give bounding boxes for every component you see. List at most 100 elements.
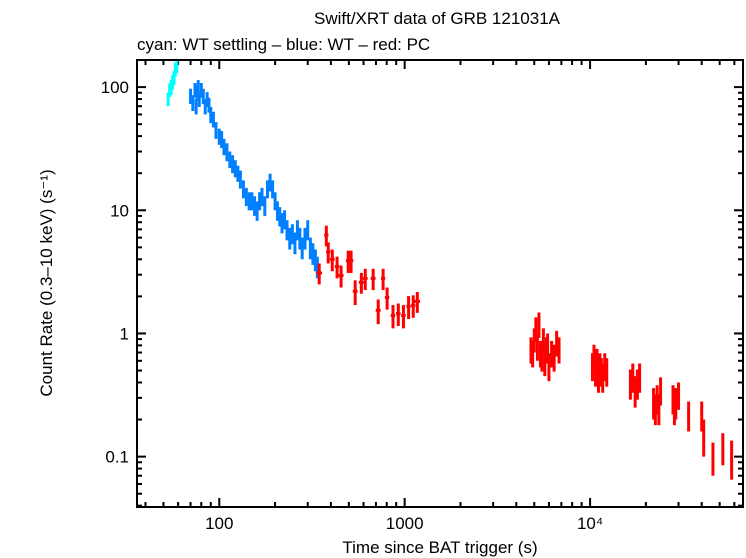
data-point	[687, 401, 691, 432]
data-point	[638, 363, 642, 393]
data-point	[537, 312, 541, 338]
data-point	[411, 295, 416, 318]
data-point	[550, 340, 554, 368]
data-points	[166, 58, 734, 480]
data-point	[211, 111, 215, 128]
data-point	[306, 220, 310, 241]
data-point	[166, 92, 170, 107]
data-point	[534, 317, 538, 343]
data-point	[214, 122, 218, 139]
data-point	[189, 88, 193, 104]
y-axis-label: Count Rate (0.3–10 keV) (s⁻¹)	[37, 169, 56, 396]
x-tick-label: 10⁴	[577, 514, 603, 533]
data-point	[253, 196, 257, 216]
data-point	[303, 227, 307, 250]
data-point	[175, 58, 179, 74]
data-point	[362, 268, 368, 291]
data-point	[207, 97, 211, 113]
data-point	[255, 201, 259, 221]
data-point	[700, 401, 704, 432]
data-point	[677, 382, 681, 410]
data-point	[258, 192, 262, 211]
data-point	[547, 353, 551, 382]
data-point	[265, 180, 269, 199]
data-point	[326, 242, 331, 264]
data-point	[191, 95, 195, 111]
y-tick-label: 10	[110, 201, 129, 220]
data-point	[236, 165, 240, 182]
data-point	[592, 344, 596, 372]
data-point	[268, 173, 272, 192]
series-pc	[316, 225, 734, 480]
data-point	[194, 99, 198, 115]
data-point	[316, 263, 322, 285]
y-tick-label: 0.1	[105, 448, 129, 467]
data-point	[278, 207, 282, 227]
data-point	[247, 192, 251, 211]
data-point	[375, 299, 381, 325]
data-point	[209, 106, 213, 124]
data-point	[238, 170, 242, 189]
data-point	[384, 287, 390, 310]
data-point	[635, 369, 639, 400]
data-point	[285, 220, 289, 241]
data-point	[555, 330, 559, 357]
data-point	[390, 305, 396, 329]
data-point	[271, 180, 275, 199]
data-point	[557, 337, 561, 364]
data-point	[228, 151, 232, 169]
data-point	[308, 237, 312, 260]
data-point	[659, 377, 663, 406]
series-wt	[189, 80, 319, 279]
data-point	[298, 227, 302, 250]
x-tick-label: 100	[205, 514, 233, 533]
y-tick-label: 100	[101, 78, 129, 97]
data-point	[241, 180, 245, 199]
x-tick-label: 1000	[386, 514, 424, 533]
data-point	[603, 353, 607, 382]
data-point	[324, 225, 329, 247]
data-point	[605, 358, 609, 387]
data-point	[601, 363, 605, 393]
data-point	[414, 292, 421, 313]
data-point	[311, 243, 315, 265]
data-point	[721, 433, 725, 466]
data-point	[631, 363, 635, 393]
data-point	[244, 187, 248, 207]
chart-subtitle: cyan: WT settling – blue: WT – red: PC	[137, 35, 430, 54]
data-point	[657, 394, 661, 426]
data-point	[628, 369, 632, 400]
data-point	[535, 333, 539, 361]
data-point	[541, 328, 545, 353]
data-point	[396, 303, 401, 326]
data-point	[329, 249, 335, 272]
data-point	[231, 155, 235, 174]
data-point	[201, 88, 205, 104]
data-point	[401, 305, 406, 329]
data-point	[711, 442, 715, 476]
data-point	[260, 187, 264, 207]
data-point	[674, 388, 678, 420]
data-point	[702, 419, 706, 457]
data-point	[275, 201, 279, 221]
data-point	[358, 272, 364, 294]
data-point	[730, 440, 734, 480]
plot-frame	[136, 59, 744, 508]
data-point	[197, 92, 201, 107]
data-point	[273, 192, 277, 211]
data-point	[220, 131, 224, 149]
data-point	[380, 268, 386, 291]
data-point	[352, 280, 358, 306]
data-point	[233, 160, 237, 178]
data-point	[552, 344, 556, 372]
data-point	[334, 256, 340, 279]
data-point	[370, 268, 376, 291]
data-point	[338, 265, 344, 288]
data-point	[290, 224, 294, 245]
data-point	[293, 232, 297, 255]
axis-ticks: 100 1000 10⁴ 0.1 1 10 100	[101, 60, 743, 533]
data-point	[406, 296, 411, 320]
x-axis-label: Time since BAT trigger (s)	[342, 538, 537, 557]
data-point	[288, 227, 292, 250]
data-point	[263, 196, 267, 216]
